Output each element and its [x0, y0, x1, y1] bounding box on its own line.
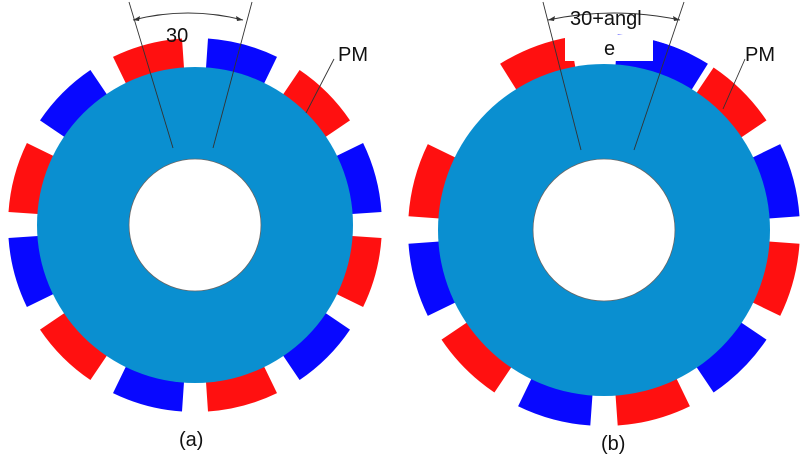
- pm-leader-a: [305, 58, 335, 114]
- angle-arrow-right-b: [673, 16, 680, 21]
- caption-b: (b): [601, 433, 625, 455]
- magnet-segment-b-6: [692, 318, 767, 393]
- pm-label-a: PM: [338, 44, 368, 66]
- angle-arrow-right-a: [236, 16, 243, 21]
- caption-a: (a): [179, 429, 203, 451]
- magnet-segment-a-3: [278, 70, 350, 142]
- angle-arc-a: [132, 12, 244, 21]
- magnet-segment-a-9: [40, 308, 112, 380]
- pm-leader-b: [722, 58, 746, 110]
- magnet-segment-b-9: [441, 318, 516, 393]
- rotor-diagram-b: 30+angl e PM (b): [408, 1, 800, 455]
- angle-label-a: 30: [166, 25, 188, 47]
- rotor-bore-b: [532, 158, 676, 302]
- magnet-segment-a-12: [40, 70, 112, 142]
- rotor-bore-a: [128, 158, 262, 292]
- angle-ray-left-b: [542, 1, 582, 151]
- angle-label-box-b: [565, 35, 653, 61]
- angle-ray-right-a: [212, 1, 253, 149]
- angle-label-b-line2: e: [604, 38, 615, 60]
- angle-arrow-left-b: [548, 16, 555, 21]
- angle-ray-left-a: [128, 1, 174, 149]
- magnet-segment-b-3: [692, 67, 767, 142]
- angle-arrow-left-a: [133, 16, 140, 21]
- pm-label-b: PM: [745, 44, 775, 66]
- magnet-segment-a-6: [278, 308, 350, 380]
- angle-label-b-line1: 30+angl: [570, 8, 642, 30]
- angle-arc-b: [547, 12, 681, 21]
- magnet-segment-b-1: [500, 37, 577, 96]
- rotor-diagram-a: 30 PM (a): [8, 1, 382, 451]
- angle-ray-right-b: [633, 1, 685, 151]
